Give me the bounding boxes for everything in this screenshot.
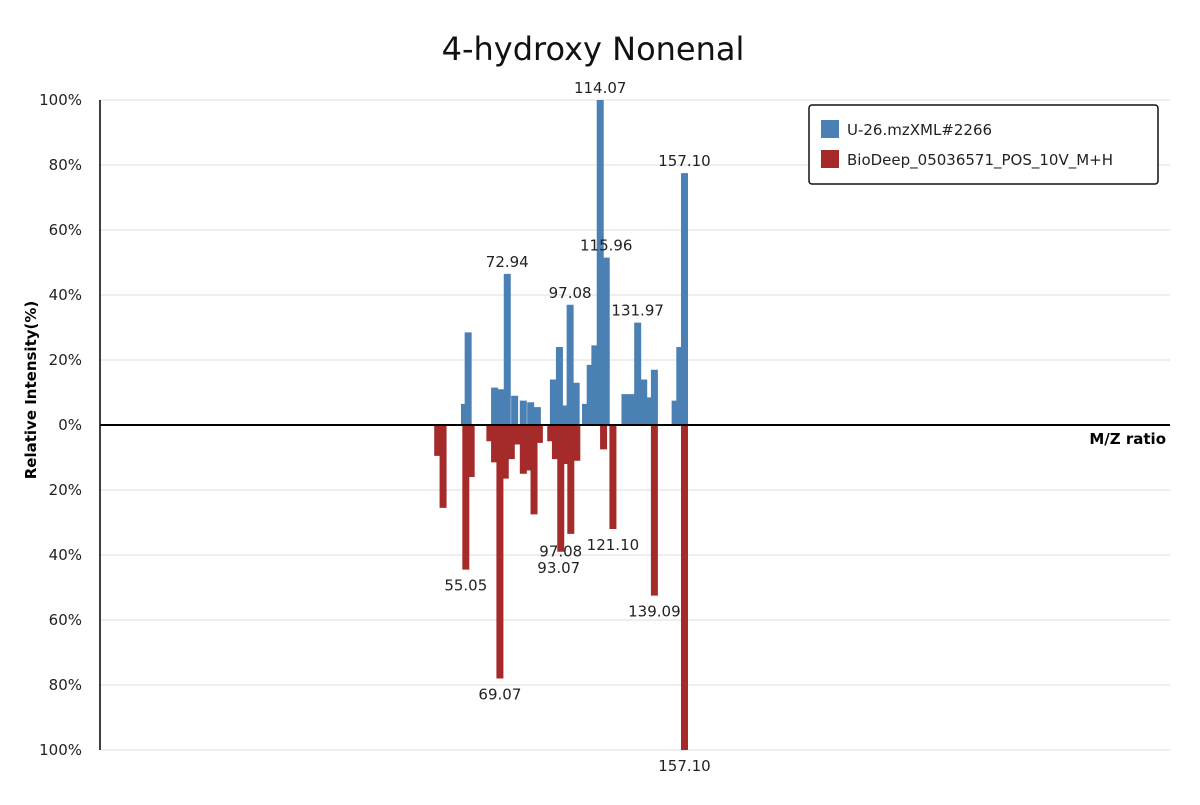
y-tick-label: 100% [39, 741, 82, 759]
peak-label-down: 55.05 [444, 577, 487, 595]
spectrum-bar-down [496, 425, 504, 679]
y-tick-label: 80% [49, 156, 82, 174]
spectrum-bar-down [557, 425, 565, 552]
spectrum-bar-down [513, 425, 521, 445]
spectrum-bar-up [621, 394, 629, 425]
y-tick-label: 100% [39, 91, 82, 109]
y-tick-label: 20% [49, 351, 82, 369]
spectrum-bar-up [680, 173, 688, 425]
y-axis-title: Relative Intensity(%) [22, 301, 40, 480]
spectrum-bar-down [439, 425, 447, 508]
spectrum-bar-up [582, 403, 590, 425]
axis-layer [99, 100, 1170, 750]
spectrum-bar-down [609, 425, 617, 529]
peak-label-up: 131.97 [611, 302, 664, 320]
spectrum-bar-up [634, 322, 642, 425]
spectrum-bar-up [519, 400, 527, 425]
legend-swatch-top-series [821, 120, 839, 138]
spectrum-bar-up [640, 379, 648, 425]
spectrum-bar-up [549, 379, 557, 425]
y-tick-label: 80% [49, 676, 82, 694]
spectrum-bar-up [650, 369, 658, 425]
y-tick-label: 40% [49, 546, 82, 564]
legend-box [808, 104, 1159, 185]
spectrum-bar-up [511, 395, 519, 425]
spectrum-bar-up [591, 345, 599, 425]
spectrum-bar-down [600, 425, 608, 450]
spectrum-bar-up [527, 402, 535, 425]
spectrum-bar-up [646, 397, 654, 425]
spectrum-bar-down [462, 425, 470, 570]
legend-swatch-bottom-series [821, 150, 839, 168]
spectrum-bar-down [507, 425, 515, 460]
peak-label-up: 157.10 [658, 152, 711, 170]
spectrum-bar-up [561, 405, 569, 425]
spectrum-bar-down [467, 425, 475, 477]
spectrum-bar-down [567, 425, 575, 534]
spectrum-bar-up [533, 407, 541, 425]
spectrum-bar-up [464, 332, 472, 425]
spectrum-bar-down [573, 425, 581, 461]
spectrum-bar-up [676, 347, 684, 425]
y-tick-label: 60% [49, 611, 82, 629]
y-tick-label: 60% [49, 221, 82, 239]
spectrum-bar-up [596, 100, 604, 425]
peak-label-down: 97.08 [539, 543, 582, 561]
y-tick-label: 20% [49, 481, 82, 499]
spectrum-bar-up [555, 347, 563, 425]
y-tick-label: 40% [49, 286, 82, 304]
peak-label-up: 114.07 [574, 79, 627, 97]
spectrum-bar-up [497, 389, 505, 425]
spectrum-bar-down [530, 425, 538, 515]
spectrum-bar-down [501, 425, 509, 479]
spectrum-bar-down [519, 425, 527, 474]
peak-label-down: 157.10 [658, 757, 711, 775]
peak-label-down: 93.07 [537, 559, 580, 577]
peak-label-down: 139.09 [628, 603, 681, 621]
spectrum-bar-up [566, 304, 574, 425]
spectrum-bar-up [602, 257, 610, 425]
peak-label-layer: 72.94 97.08 114.07 115.96 131.97 157.10 55.05 6… [444, 79, 710, 775]
spectrum-bar-down [535, 425, 543, 443]
legend-label-bottom-series: BioDeep_05036571_POS_10V_M+H [847, 151, 1113, 170]
peak-label-up: 72.94 [486, 253, 529, 271]
peak-label-down: 121.10 [587, 536, 640, 554]
spectrum-bar-down [680, 425, 688, 750]
spectrum-bar-down [551, 425, 559, 460]
peak-label-up: 97.08 [549, 284, 592, 302]
x-axis-title: M/Z ratio [1089, 430, 1166, 448]
spectrum-bar-down [486, 425, 494, 442]
spectrum-bar-up [460, 403, 468, 425]
peak-label-down: 69.07 [478, 686, 521, 704]
spectrum-bar-up [503, 273, 511, 425]
spectrum-bar-down [434, 425, 442, 456]
spectrum-bar-down [562, 425, 570, 464]
spectrum-bar-down [650, 425, 658, 596]
chart-title: 4-hydroxy Nonenal [442, 30, 745, 68]
bar-layer [434, 100, 688, 750]
spectrum-bar-down [491, 425, 499, 463]
peak-label-up: 115.96 [580, 237, 633, 255]
spectrum-bar-up [491, 387, 499, 425]
y-tick-label: 0% [58, 416, 82, 434]
spectrum-bar-up [671, 400, 679, 425]
legend-label-top-series: U-26.mzXML#2266 [847, 121, 992, 139]
spectrum-bar-down [547, 425, 555, 442]
legend: U-26.mzXML#2266 BioDeep_05036571_POS_10V… [808, 104, 1159, 185]
spectrum-bar-up [586, 364, 594, 425]
spectrum-bar-down [525, 425, 533, 471]
spectrum-bar-up [572, 382, 580, 425]
spectrum-bar-up [628, 394, 636, 425]
y-tick-labels: 100% 80% 60% 40% 20% 0% 20% 40% 60% 80% 100% [39, 91, 82, 759]
